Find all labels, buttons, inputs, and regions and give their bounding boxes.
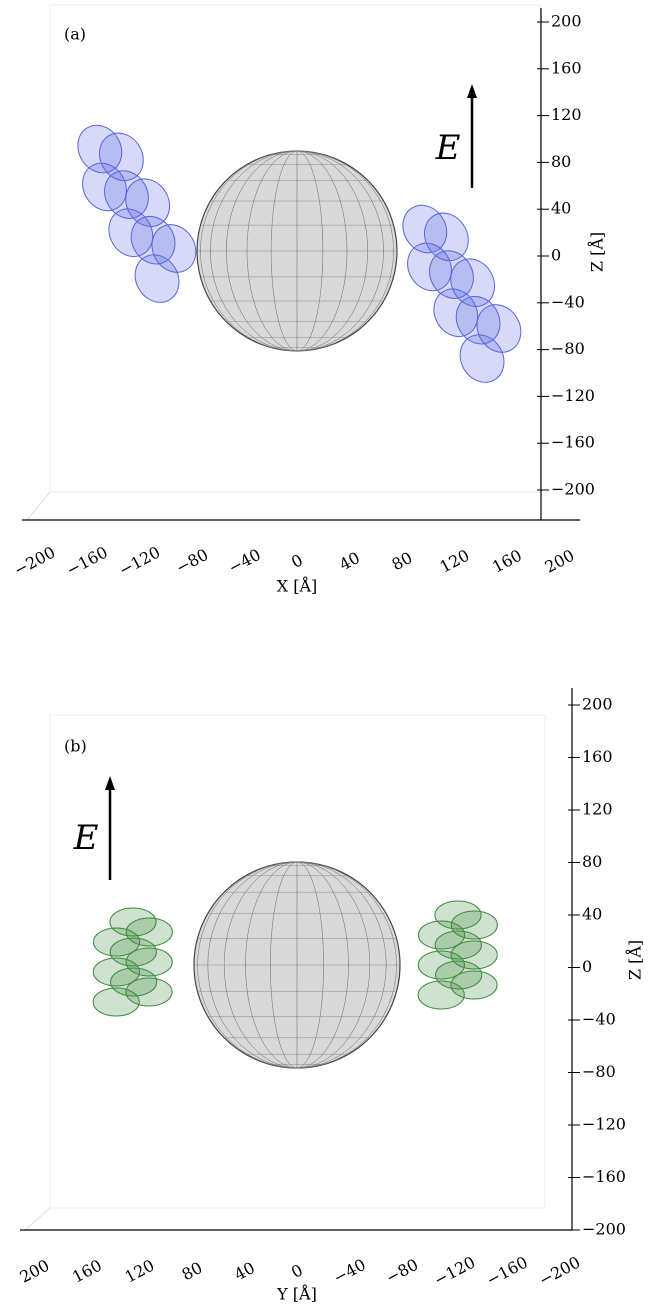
x-tick-label: 160: [69, 1256, 105, 1287]
x-tick-label: 120: [437, 546, 473, 577]
x-tick-label: 40: [231, 1258, 258, 1284]
molecule-mesh: [125, 917, 173, 947]
z-tick-label: 160: [551, 58, 582, 77]
z-tick-label: −120: [551, 386, 595, 405]
x-tick-label: 0: [288, 1260, 306, 1282]
z-axis-label: Z [Å]: [587, 232, 607, 272]
molecule-mesh: [417, 980, 465, 1010]
z-tick-label: −160: [582, 1167, 626, 1186]
axes-box: [49, 714, 546, 1209]
panel-label: (a): [64, 25, 86, 44]
box-edge: [24, 1207, 51, 1231]
field-arrow-head: [467, 84, 477, 98]
x-tick-label: −160: [63, 542, 111, 579]
molecule-mesh: [450, 970, 498, 1000]
x-tick-label: −80: [173, 545, 212, 578]
x-axis-label: X [Å]: [277, 576, 318, 596]
molecule-mesh: [151, 224, 197, 273]
molecule: [417, 900, 498, 1010]
molecule-mesh: [108, 208, 154, 258]
x-tick-label: −40: [330, 1255, 369, 1288]
x-axis-label: Y [Å]: [276, 1284, 317, 1304]
molecule-mesh: [92, 987, 140, 1017]
z-tick-label: −200: [551, 480, 595, 499]
z-tick-label: 0: [582, 957, 592, 976]
field-arrow-head: [105, 776, 115, 790]
molecule-mesh: [433, 288, 479, 338]
z-tick-label: 40: [582, 905, 602, 924]
x-tick-label: −80: [383, 1255, 422, 1288]
molecule-mesh: [134, 254, 180, 303]
z-tick-label: 200: [582, 695, 613, 714]
sphere-mesh: [200, 150, 394, 352]
molecule-mesh: [125, 947, 173, 977]
axes-box: [49, 4, 541, 493]
molecule-mesh: [423, 212, 469, 262]
z-tick-label: −80: [582, 1062, 616, 1081]
z-tick-label: 200: [551, 12, 582, 31]
field-label: E: [73, 818, 99, 858]
molecule-mesh: [98, 132, 144, 182]
x-tick-label: −40: [225, 545, 264, 578]
z-tick-label: −200: [582, 1220, 626, 1239]
molecule-mesh: [450, 258, 496, 307]
x-tick-label: 40: [336, 548, 363, 574]
x-tick-label: 0: [288, 550, 306, 572]
x-tick-label: −200: [11, 542, 59, 579]
molecule-mesh: [450, 940, 498, 970]
z-tick-label: −160: [551, 433, 595, 452]
sphere-mesh: [197, 861, 397, 1069]
x-tick-label: 120: [122, 1256, 158, 1287]
z-tick-label: 120: [551, 105, 582, 124]
x-tick-label: 80: [389, 548, 416, 574]
x-tick-label: 160: [489, 546, 525, 577]
molecule: [92, 907, 173, 1017]
panel-label: (b): [64, 737, 87, 756]
z-tick-label: 40: [551, 199, 571, 218]
z-axis-label: Z [Å]: [625, 940, 645, 980]
molecule: [77, 124, 197, 303]
z-tick-label: −40: [551, 292, 585, 311]
x-tick-label: −120: [116, 542, 164, 579]
z-tick-label: −40: [582, 1010, 616, 1029]
x-tick-label: 200: [17, 1256, 53, 1287]
z-tick-label: 0: [551, 246, 561, 265]
x-tick-label: −120: [431, 1252, 479, 1289]
z-tick-label: 80: [582, 852, 602, 871]
x-tick-label: −200: [536, 1252, 584, 1289]
molecule-mesh: [459, 334, 505, 383]
molecule-mesh: [125, 977, 173, 1007]
molecule: [402, 204, 522, 383]
z-tick-label: 80: [551, 152, 571, 171]
molecule-mesh: [450, 910, 498, 940]
molecule-mesh: [125, 178, 171, 227]
molecule-mesh: [130, 215, 176, 265]
x-tick-label: 200: [542, 546, 578, 577]
molecule-mesh: [417, 950, 465, 980]
z-tick-label: −120: [582, 1115, 626, 1134]
molecule-mesh: [92, 957, 140, 987]
x-tick-label: 80: [179, 1258, 206, 1284]
x-tick-label: −160: [483, 1252, 531, 1289]
z-tick-label: 160: [582, 747, 613, 766]
field-label: E: [435, 128, 461, 168]
molecule-mesh: [476, 304, 522, 353]
z-tick-label: 120: [582, 800, 613, 819]
z-tick-label: −80: [551, 339, 585, 358]
box-edge: [26, 491, 51, 521]
molecule-mesh: [455, 295, 501, 345]
